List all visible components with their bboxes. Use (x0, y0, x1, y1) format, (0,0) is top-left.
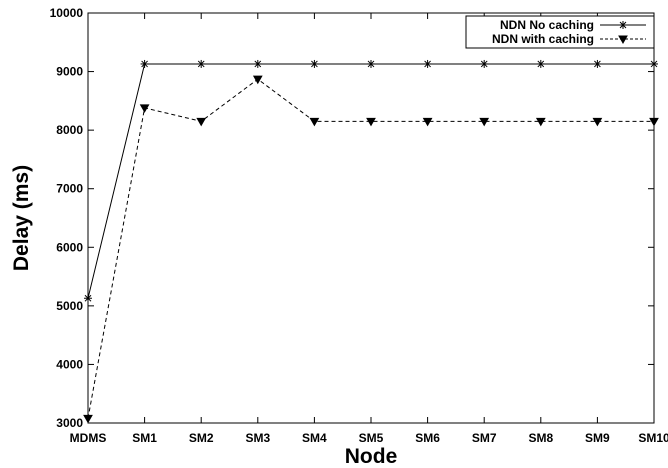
x-tick-label: SM2 (189, 431, 214, 445)
x-tick-label: SM1 (132, 431, 157, 445)
data-point-asterisk (253, 59, 262, 68)
data-point-triangle (83, 414, 93, 424)
data-point-triangle (535, 117, 546, 127)
legend: NDN No caching NDN with caching (465, 15, 655, 49)
data-point-triangle (366, 117, 376, 127)
x-tick-label: MDMS (70, 431, 107, 445)
x-tick-label: SM6 (415, 431, 440, 445)
y-tick-label: 7000 (56, 182, 83, 196)
y-tick-label: 5000 (56, 299, 83, 313)
x-tick-label: SM4 (302, 431, 327, 445)
data-point-asterisk (536, 59, 545, 68)
data-point-triangle (649, 117, 659, 127)
x-tick-label: SM3 (245, 431, 270, 445)
data-point-asterisk (367, 59, 375, 68)
data-point-triangle (422, 117, 433, 127)
data-point-triangle (309, 117, 320, 127)
x-tick-label: SM7 (472, 431, 497, 445)
y-tick-label: 8000 (56, 123, 83, 137)
x-tick-label: SM10 (638, 431, 668, 445)
legend-label-with-caching: NDN with caching (492, 32, 594, 46)
data-point-asterisk (310, 59, 319, 68)
x-axis: MDMS SM1 SM2 SM3 SM4 SM5 SM6 SM7 SM8 SM9 SM10 (70, 13, 668, 445)
data-point-asterisk (480, 59, 489, 68)
data-point-asterisk (84, 294, 92, 303)
data-point-asterisk (197, 59, 206, 68)
x-tick-label: SM9 (585, 431, 610, 445)
data-point-triangle (252, 75, 263, 85)
legend-marker-triangle-icon (618, 35, 628, 45)
y-axis-title: Delay (ms) (10, 165, 33, 271)
data-point-triangle (139, 104, 150, 113)
series-line-no-caching (87, 63, 654, 299)
data-point-asterisk (650, 59, 658, 68)
series-line-with-caching (87, 78, 654, 419)
data-point-asterisk (140, 59, 149, 68)
data-point-triangle (592, 117, 603, 127)
legend-label-no-caching: NDN No caching (500, 18, 594, 32)
data-point-triangle (196, 117, 207, 127)
x-tick-label: SM5 (359, 431, 384, 445)
y-tick-label: 9000 (56, 65, 83, 79)
x-tick-label: SM8 (528, 431, 553, 445)
y-tick-label: 6000 (56, 240, 83, 254)
y-tick-label: 3000 (56, 416, 83, 430)
series-layer (83, 59, 659, 424)
legend-marker-asterisk-icon (619, 21, 627, 29)
plot-frame (87, 12, 655, 424)
y-axis: 3000 4000 5000 6000 7000 8000 9000 10000 (50, 6, 654, 430)
data-point-asterisk (423, 59, 432, 68)
y-tick-label: 10000 (50, 6, 84, 20)
data-point-triangle (479, 117, 490, 127)
y-tick-label: 4000 (56, 357, 83, 371)
x-axis-title: Node (345, 445, 398, 468)
data-point-asterisk (593, 59, 602, 68)
